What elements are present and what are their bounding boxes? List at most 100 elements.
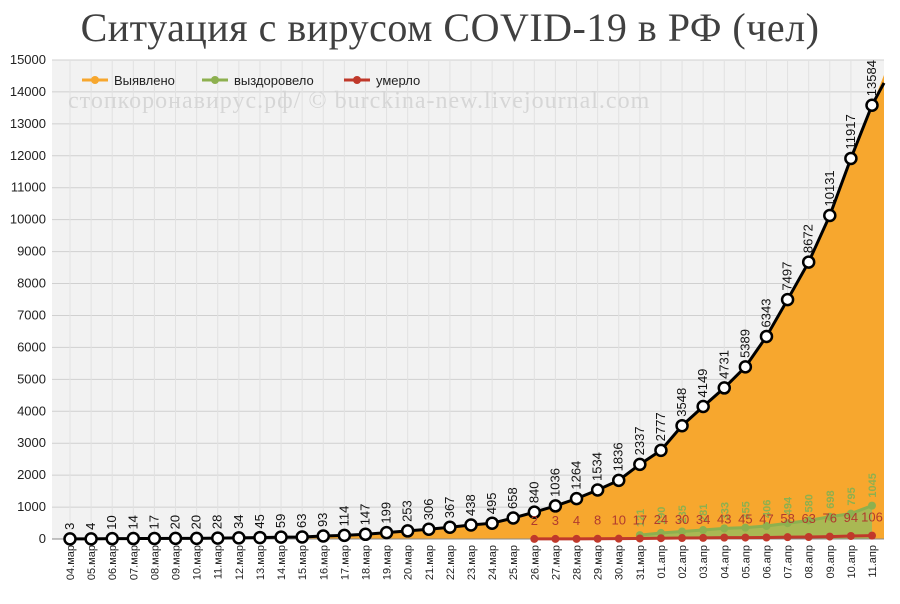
data-label-umerlo: 2 [531, 513, 538, 528]
data-label-vyyavleno: 306 [421, 499, 436, 521]
y-tick-label: 11000 [11, 180, 46, 195]
data-label-umerlo: 17 [633, 512, 647, 527]
point-vyyavleno [696, 399, 710, 414]
x-tick-label: 29.мар [593, 545, 605, 580]
data-label-vyyavleno: 10131 [822, 170, 837, 206]
data-label-umerlo: 43 [717, 512, 731, 527]
data-label-umerlo: 4 [573, 513, 580, 528]
legend-swatch-marker [211, 76, 219, 84]
data-label-vyyavleno: 658 [505, 487, 520, 509]
point-vyyavleno [654, 443, 668, 458]
point-umerlo [551, 534, 560, 543]
data-label-vyyavleno: 4149 [695, 369, 710, 398]
data-label-vyzdorovelo: 406 [761, 500, 773, 518]
point-umerlo [720, 533, 729, 542]
data-label-vyyavleno: 367 [442, 497, 457, 519]
data-label-vyyavleno: 20 [168, 515, 183, 529]
point-vyyavleno [232, 531, 246, 545]
point-vyzdorovelo [741, 523, 750, 532]
point-vyyavleno [611, 473, 626, 488]
point-vyyavleno [337, 528, 352, 543]
point-vyyavleno [63, 532, 77, 546]
x-tick-label: 11.апр [867, 545, 879, 578]
y-tick-label: 8000 [17, 276, 46, 291]
x-tick-label: 16.мар [318, 545, 330, 580]
point-vyyavleno [274, 530, 288, 544]
x-tick-label: 11.мар [213, 545, 225, 579]
legend-swatch-marker [353, 76, 361, 84]
data-label-vyyavleno: 199 [379, 502, 394, 524]
point-vyyavleno [210, 531, 225, 545]
data-label-vyyavleno: 1264 [569, 461, 584, 490]
point-vyzdorovelo [678, 527, 687, 536]
data-label-umerlo: 30 [675, 512, 689, 527]
x-tick-label: 23.мар [466, 545, 478, 580]
point-vyyavleno [569, 491, 584, 506]
data-label-vyyavleno: 147 [357, 504, 372, 526]
x-tick-label: 05.мар [86, 545, 98, 580]
x-tick-label: 20.мар [403, 545, 415, 580]
legend-item-vyyavleno: Выявлено [114, 73, 175, 88]
point-vyyavleno [105, 531, 119, 546]
data-label-vyyavleno: 20 [189, 515, 204, 529]
data-label-vyyavleno: 2777 [653, 412, 668, 441]
point-vyyavleno [168, 531, 183, 546]
y-tick-label: 7000 [17, 307, 46, 322]
point-umerlo [825, 532, 834, 541]
x-tick-label: 09.апр [825, 545, 837, 578]
point-vyyavleno [443, 520, 457, 535]
data-label-vyyavleno: 4 [83, 523, 98, 530]
point-vyyavleno [295, 530, 309, 544]
point-vyyavleno [717, 381, 732, 395]
data-label-vyzdorovelo: 494 [783, 496, 795, 515]
y-tick-label: 10000 [10, 212, 46, 227]
data-label-umerlo: 106 [861, 510, 883, 525]
x-tick-label: 27.мар [550, 545, 562, 580]
x-tick-label: 22.мар [445, 545, 457, 580]
point-vyyavleno [358, 527, 373, 542]
point-vyyavleno [189, 531, 204, 546]
data-label-vyyavleno: 13584 [864, 60, 879, 96]
point-umerlo [614, 534, 623, 543]
data-label-vyyavleno: 3548 [674, 388, 689, 417]
point-vyyavleno [780, 292, 795, 307]
data-label-vyzdorovelo: 190 [656, 507, 668, 525]
x-tick-label: 12.мар [234, 545, 246, 580]
data-label-vyyavleno: 11917 [843, 114, 858, 149]
point-umerlo [656, 534, 665, 543]
legend-swatch-marker [91, 76, 99, 84]
x-tick-label: 01.апр [656, 545, 668, 578]
x-tick-label: 04.мар [65, 545, 77, 580]
x-tick-label: 26.мар [529, 545, 541, 580]
data-label-vyzdorovelo: 795 [846, 487, 858, 505]
x-tick-label: 07.мар [128, 545, 140, 580]
data-label-vyyavleno: 10 [104, 515, 119, 529]
y-tick-label: 12000 [10, 148, 46, 163]
data-label-vyyavleno: 6343 [758, 299, 773, 328]
data-label-umerlo: 58 [780, 511, 794, 526]
point-umerlo [699, 533, 708, 542]
x-tick-label: 21.мар [424, 545, 436, 580]
y-tick-label: 0 [39, 531, 46, 546]
x-tick-label: 28.мар [572, 545, 584, 580]
data-label-vyyavleno: 5389 [737, 329, 752, 358]
data-label-vyzdorovelo: 355 [740, 501, 752, 519]
point-umerlo [635, 534, 644, 543]
point-vyyavleno [844, 151, 858, 166]
data-label-umerlo: 63 [801, 511, 815, 526]
point-vyyavleno [422, 522, 436, 536]
series-line-vyyavleno [69, 82, 886, 541]
point-vyyavleno [485, 516, 499, 530]
point-vyzdorovelo [762, 522, 771, 531]
x-tick-label: 15.мар [297, 545, 309, 580]
y-tick-label: 13000 [10, 116, 46, 131]
point-umerlo [804, 532, 813, 541]
point-umerlo [678, 534, 687, 543]
y-tick-label: 6000 [17, 339, 46, 354]
data-label-umerlo: 47 [759, 511, 773, 526]
x-tick-label: 10.мар [192, 545, 204, 580]
data-label-umerlo: 94 [844, 510, 858, 525]
area-vyyavleno [70, 74, 884, 539]
data-label-vyyavleno: 34 [231, 514, 246, 528]
